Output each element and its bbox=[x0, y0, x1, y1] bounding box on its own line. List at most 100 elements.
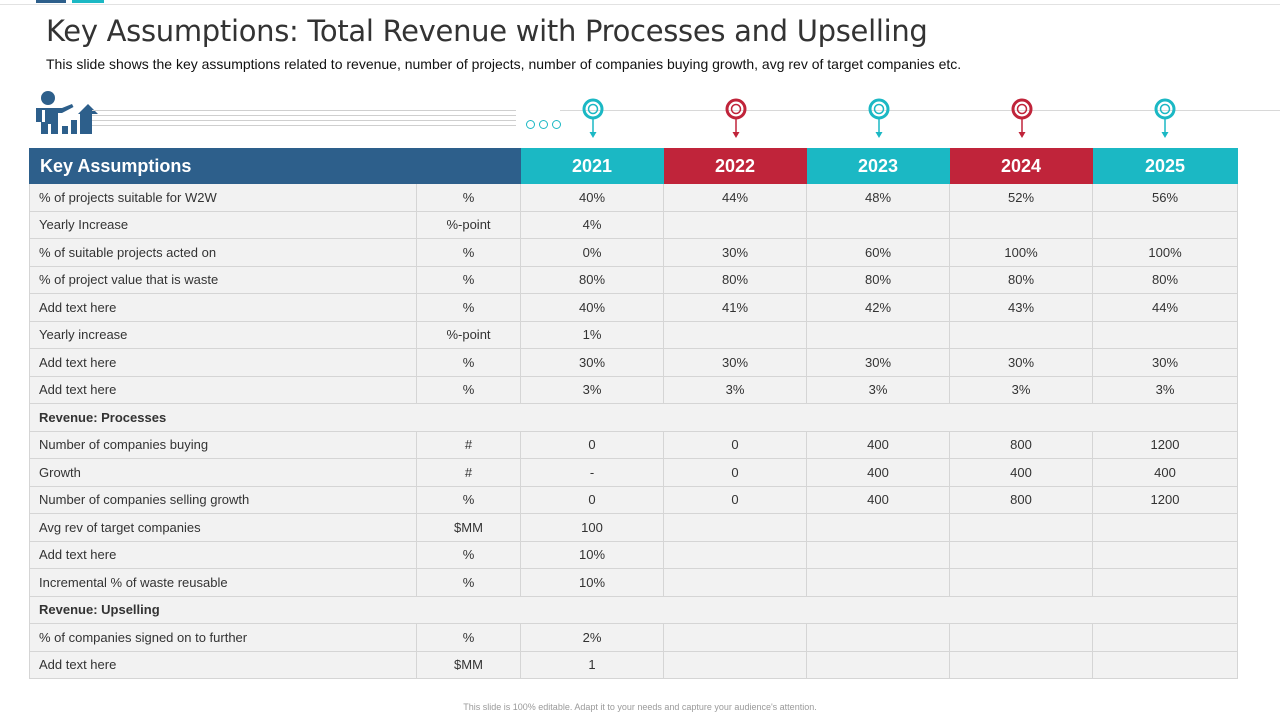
header-year-2025: 2025 bbox=[1092, 148, 1238, 184]
cell-2022 bbox=[663, 650, 807, 679]
cell-2024: 30% bbox=[949, 348, 1093, 377]
header-year-2022: 2022 bbox=[663, 148, 807, 184]
cell-2023: 42% bbox=[806, 293, 950, 322]
cell-2021: 0 bbox=[520, 430, 664, 459]
cell-2021: 0% bbox=[520, 238, 664, 267]
cell-2022: 3% bbox=[663, 375, 807, 404]
row-label: Add text here bbox=[29, 293, 417, 322]
table-body: % of projects suitable for W2W% 40% 44% 48%… bbox=[29, 183, 1238, 679]
cell-2021: 0 bbox=[520, 485, 664, 514]
table-row: Add text here% 40% 41% 42% 43% 44% bbox=[29, 293, 1238, 322]
table-row: Add text here% 30% 30% 30% 30% 30% bbox=[29, 348, 1238, 377]
cell-2025 bbox=[1092, 568, 1238, 597]
top-accent-bar-teal bbox=[72, 0, 104, 3]
cell-2022: 30% bbox=[663, 348, 807, 377]
cell-2024: 43% bbox=[949, 293, 1093, 322]
header-year-2021: 2021 bbox=[520, 148, 664, 184]
row-label: Incremental % of waste reusable bbox=[29, 568, 417, 597]
presenter-chart-icon bbox=[36, 91, 98, 134]
cell-2023: 400 bbox=[806, 458, 950, 487]
table-row: Yearly Increase %-point 4% bbox=[29, 210, 1238, 239]
cell-2023 bbox=[806, 568, 950, 597]
cell-2024 bbox=[949, 210, 1093, 239]
row-unit: $MM bbox=[416, 650, 521, 679]
row-unit: %-point bbox=[416, 210, 521, 239]
row-label: Avg rev of target companies bbox=[29, 513, 417, 542]
cell-2022 bbox=[663, 568, 807, 597]
row-unit: % bbox=[416, 183, 521, 212]
footer-note: This slide is 100% editable. Adapt it to… bbox=[463, 702, 817, 712]
cell-2024: 100% bbox=[949, 238, 1093, 267]
dot-icon bbox=[526, 120, 535, 129]
cell-2021: 30% bbox=[520, 348, 664, 377]
cell-2024 bbox=[949, 513, 1093, 542]
assumptions-table: Key Assumptions 2021 2022 2023 2024 2025… bbox=[29, 148, 1238, 679]
row-unit: % bbox=[416, 238, 521, 267]
cell-2021: 3% bbox=[520, 375, 664, 404]
cell-2025 bbox=[1092, 320, 1238, 349]
cell-2023 bbox=[806, 540, 950, 569]
cell-2023: 30% bbox=[806, 348, 950, 377]
cell-2021: 40% bbox=[520, 183, 664, 212]
header-year-2024: 2024 bbox=[949, 148, 1093, 184]
cell-2021: 10% bbox=[520, 540, 664, 569]
cell-2022 bbox=[663, 513, 807, 542]
table-row: % of suitable projects acted on% 0% 30% 60%… bbox=[29, 238, 1238, 267]
row-label: Number of companies selling growth bbox=[29, 485, 417, 514]
cell-2024: 400 bbox=[949, 458, 1093, 487]
table-row: Add text here $MM 1 bbox=[29, 650, 1238, 679]
cell-2025: 1200 bbox=[1092, 430, 1238, 459]
cell-2021: - bbox=[520, 458, 664, 487]
slide-subtitle: This slide shows the key assumptions rel… bbox=[46, 56, 962, 72]
row-unit: % bbox=[416, 485, 521, 514]
row-label: Add text here bbox=[29, 348, 417, 377]
table-row: % of project value that is waste% 80% 80% 8… bbox=[29, 265, 1238, 294]
table-row: Avg rev of target companies $MM 100 bbox=[29, 513, 1238, 542]
row-unit: $MM bbox=[416, 513, 521, 542]
row-unit: % bbox=[416, 265, 521, 294]
cell-2025 bbox=[1092, 650, 1238, 679]
table-row: Number of companies selling growth% 0 0 400… bbox=[29, 485, 1238, 514]
table-row: Add text here% 10% bbox=[29, 540, 1238, 569]
cell-2022 bbox=[663, 540, 807, 569]
row-label: Yearly Increase bbox=[29, 210, 417, 239]
cell-2023: 400 bbox=[806, 485, 950, 514]
cell-2025: 30% bbox=[1092, 348, 1238, 377]
cell-2024: 800 bbox=[949, 430, 1093, 459]
cell-2024 bbox=[949, 650, 1093, 679]
cell-2024: 800 bbox=[949, 485, 1093, 514]
table-row: Growth # -0 400 400 400 bbox=[29, 458, 1238, 487]
row-unit: % bbox=[416, 375, 521, 404]
cell-2024 bbox=[949, 320, 1093, 349]
section-row: Revenue: Upselling bbox=[29, 595, 1238, 624]
row-label: Yearly increase bbox=[29, 320, 417, 349]
cell-2023: 3% bbox=[806, 375, 950, 404]
row-unit: % bbox=[416, 623, 521, 652]
row-label: Add text here bbox=[29, 540, 417, 569]
pin-icon-2022 bbox=[725, 98, 747, 138]
table-row: % of projects suitable for W2W% 40% 44% 48%… bbox=[29, 183, 1238, 212]
cell-2021: 10% bbox=[520, 568, 664, 597]
header-unit bbox=[416, 148, 521, 184]
timeline-line bbox=[560, 110, 1280, 111]
cell-2022: 41% bbox=[663, 293, 807, 322]
cell-2023 bbox=[806, 650, 950, 679]
section-row: Revenue: Processes bbox=[29, 403, 1238, 432]
slide-title: Key Assumptions: Total Revenue with Proc… bbox=[46, 14, 928, 48]
timeline-dots bbox=[526, 116, 565, 134]
cell-2021: 40% bbox=[520, 293, 664, 322]
banner-lines bbox=[92, 110, 516, 130]
cell-2024: 80% bbox=[949, 265, 1093, 294]
cell-2025: 80% bbox=[1092, 265, 1238, 294]
dot-icon bbox=[552, 120, 561, 129]
cell-2023: 400 bbox=[806, 430, 950, 459]
pin-icon-2024 bbox=[1011, 98, 1033, 138]
table-row: Number of companies buying #0 0 400 800 1200 bbox=[29, 430, 1238, 459]
table-row: Yearly increase %-point 1% bbox=[29, 320, 1238, 349]
cell-2024 bbox=[949, 568, 1093, 597]
cell-2022: 44% bbox=[663, 183, 807, 212]
cell-2024: 3% bbox=[949, 375, 1093, 404]
table-row: Add text here% 3% 3% 3% 3% 3% bbox=[29, 375, 1238, 404]
cell-2022: 0 bbox=[663, 458, 807, 487]
cell-2023 bbox=[806, 623, 950, 652]
